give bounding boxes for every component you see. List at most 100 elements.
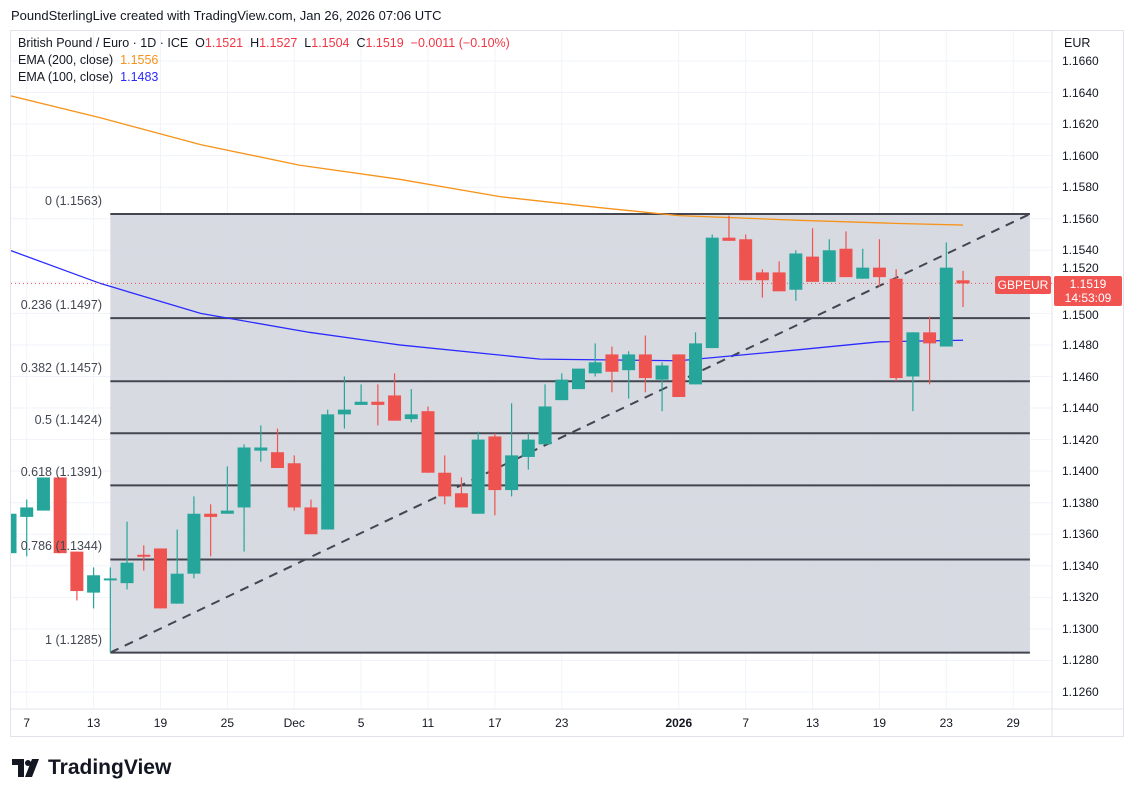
last-price: 1.1519 xyxy=(1069,277,1107,291)
candle-body xyxy=(70,551,84,592)
tradingview-logo[interactable]: TradingView xyxy=(12,756,171,780)
price-axis-tick: 1.1360 xyxy=(1062,527,1099,542)
candle-body xyxy=(220,510,234,514)
ema200-legend[interactable]: EMA (200, close) 1.1556 xyxy=(18,52,510,69)
time-axis-tick: 19 xyxy=(872,716,887,730)
price-axis-tick: 1.1420 xyxy=(1062,432,1099,447)
fib-level-label: 0.382 (1.1457) xyxy=(20,361,102,376)
candle-body xyxy=(354,401,368,405)
ema200-value: 1.1556 xyxy=(120,53,159,67)
candle-body xyxy=(321,414,335,530)
candle-body xyxy=(689,343,703,385)
candle-body xyxy=(488,436,502,491)
candle-body xyxy=(755,272,769,281)
price-axis-tick: 1.1320 xyxy=(1062,590,1099,605)
price-axis-tick: 1.1640 xyxy=(1062,85,1099,100)
price-axis-tick: 1.1280 xyxy=(1062,653,1099,668)
fib-level-label: 1 (1.1285) xyxy=(45,632,102,647)
time-axis-tick: Dec xyxy=(283,716,305,730)
price-axis-tick: 1.1260 xyxy=(1062,685,1099,699)
candle-body xyxy=(471,439,485,514)
logo-text: TradingView xyxy=(48,756,172,779)
time-axis-tick: 17 xyxy=(488,716,502,730)
price-axis-tick: 1.1620 xyxy=(1062,117,1099,132)
time-axis-tick: 13 xyxy=(805,716,820,730)
time-axis-tick: 7 xyxy=(23,716,31,730)
candle-body xyxy=(822,250,836,282)
candle-body xyxy=(237,447,251,508)
symbol-legend[interactable]: British Pound / Euro · 1D · ICE O1.1521 … xyxy=(18,35,510,52)
change-value: −0.0011 (−0.10%) xyxy=(410,36,510,50)
ema100-value: 1.1483 xyxy=(120,70,159,84)
low-value: 1.1504 xyxy=(311,36,350,50)
open-value: 1.1521 xyxy=(204,36,244,50)
price-axis-tick: 1.1460 xyxy=(1062,369,1099,384)
candle-body xyxy=(555,379,569,401)
plot-layer xyxy=(11,95,1052,654)
candle-body xyxy=(287,463,301,508)
tradingview-logo-icon xyxy=(12,759,39,777)
price-axis-tick: 1.1540 xyxy=(1062,243,1099,258)
candle-body xyxy=(739,239,753,281)
candle-body xyxy=(923,332,937,344)
candle-body xyxy=(388,395,402,421)
candle-body xyxy=(605,354,619,372)
candle-body xyxy=(337,409,351,415)
price-axis-tick: 1.1580 xyxy=(1062,180,1099,195)
price-axis-tick: 1.1560 xyxy=(1062,211,1099,226)
candle-body xyxy=(672,354,686,398)
trend-line xyxy=(109,213,1031,654)
candle-body xyxy=(856,267,870,279)
candle-body xyxy=(454,493,468,508)
price-axis-tick: 1.1660 xyxy=(1062,54,1099,68)
chart-credit: PoundSterlingLive created with TradingVi… xyxy=(11,8,442,23)
candle-body xyxy=(271,452,285,468)
price-axis-tick: 1.1600 xyxy=(1062,148,1099,163)
candle-body xyxy=(789,253,803,290)
price-axis-tick: 1.1440 xyxy=(1062,401,1099,416)
time-axis-tick: 5 xyxy=(357,716,365,730)
price-axis-tick: 1.1520 xyxy=(1062,261,1099,275)
ema100-legend[interactable]: EMA (100, close) 1.1483 xyxy=(18,69,510,86)
ema200-label: EMA (200, close) xyxy=(18,53,114,67)
time-axis-tick: 23 xyxy=(555,716,569,730)
candle-body xyxy=(204,513,218,517)
candle-body xyxy=(638,354,652,379)
candle-body xyxy=(806,256,820,282)
candle-body xyxy=(170,573,184,604)
ema100-label: EMA (100, close) xyxy=(18,70,114,84)
candle-body xyxy=(705,237,719,349)
price-axis-tick: 1.1340 xyxy=(1062,558,1099,573)
time-axis-tick: 29 xyxy=(1006,716,1020,730)
candle-body xyxy=(137,554,151,557)
low-label: L xyxy=(304,36,312,50)
chart-frame xyxy=(10,30,1124,737)
candle-body xyxy=(187,513,201,574)
time-axis-tick: 25 xyxy=(220,716,235,730)
candle-body xyxy=(304,507,318,535)
currency-label[interactable]: EUR xyxy=(1064,36,1091,50)
price-axis-tick: 1.1300 xyxy=(1062,621,1099,636)
time-axis-tick: 23 xyxy=(939,716,953,730)
last-price-tag: 1.1519 14:53:09 xyxy=(1054,276,1122,306)
close-label: C xyxy=(356,36,366,50)
candle-body xyxy=(103,578,117,581)
chart-legend: British Pound / Euro · 1D · ICE O1.1521 … xyxy=(18,35,510,86)
candle-body xyxy=(371,401,385,405)
candle-body xyxy=(36,477,50,511)
candle-body xyxy=(839,248,853,278)
candle-body xyxy=(120,562,134,584)
candle-body xyxy=(889,278,903,379)
candle-body xyxy=(421,411,435,473)
fib-level-label: 0 (1.1563) xyxy=(45,194,102,209)
candle-body xyxy=(956,280,970,284)
candle-body xyxy=(571,368,585,390)
candle-body xyxy=(521,439,535,457)
time-axis-tick: 19 xyxy=(153,716,168,730)
candle-body xyxy=(939,267,953,347)
price-axis-tick: 1.1480 xyxy=(1062,337,1099,352)
high-label: H xyxy=(250,36,260,50)
fib-level-label: 0.786 (1.1344) xyxy=(20,539,102,554)
candle-body xyxy=(404,414,418,420)
